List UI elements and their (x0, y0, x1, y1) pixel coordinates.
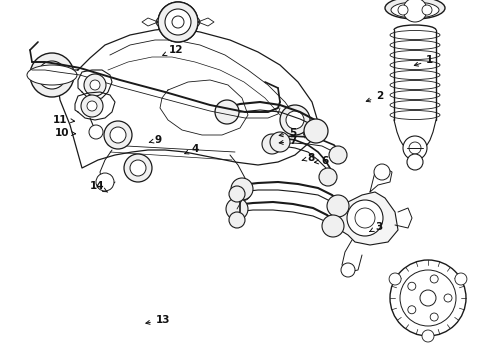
Circle shape (229, 186, 245, 202)
Circle shape (158, 2, 198, 42)
Circle shape (407, 154, 423, 170)
Ellipse shape (27, 65, 77, 85)
Circle shape (130, 160, 146, 176)
Text: 3: 3 (370, 222, 383, 232)
Circle shape (408, 282, 416, 290)
Circle shape (110, 127, 126, 143)
Text: 12: 12 (163, 45, 184, 56)
Circle shape (226, 198, 248, 220)
Circle shape (398, 5, 408, 15)
Circle shape (400, 270, 456, 326)
Circle shape (408, 306, 416, 314)
Text: 6: 6 (315, 156, 329, 166)
Circle shape (430, 313, 438, 321)
Circle shape (444, 294, 452, 302)
Circle shape (84, 74, 106, 96)
Ellipse shape (156, 13, 200, 31)
Text: 8: 8 (302, 153, 315, 163)
Circle shape (422, 5, 432, 15)
Circle shape (286, 111, 304, 129)
Polygon shape (335, 192, 398, 245)
Ellipse shape (391, 2, 439, 18)
Circle shape (124, 154, 152, 182)
Circle shape (104, 121, 132, 149)
Circle shape (229, 212, 245, 228)
Circle shape (38, 61, 66, 89)
Circle shape (96, 173, 114, 191)
Circle shape (409, 142, 421, 154)
Circle shape (87, 101, 97, 111)
Circle shape (403, 0, 427, 22)
Circle shape (262, 134, 282, 154)
Circle shape (389, 273, 401, 285)
Circle shape (327, 195, 349, 217)
Circle shape (270, 132, 290, 152)
Circle shape (81, 95, 103, 117)
Text: 1: 1 (415, 55, 434, 66)
Circle shape (304, 119, 328, 143)
Circle shape (403, 136, 427, 160)
Circle shape (231, 178, 253, 200)
Circle shape (355, 208, 375, 228)
Circle shape (172, 16, 184, 28)
Circle shape (322, 215, 344, 237)
Circle shape (233, 183, 251, 201)
Circle shape (30, 53, 74, 97)
Circle shape (215, 100, 239, 124)
Circle shape (341, 263, 355, 277)
Text: 10: 10 (55, 128, 75, 138)
Circle shape (430, 275, 438, 283)
Text: 7: 7 (279, 136, 296, 147)
Circle shape (420, 290, 436, 306)
Text: 4: 4 (185, 144, 198, 154)
Circle shape (165, 9, 191, 35)
Circle shape (165, 9, 191, 35)
Circle shape (280, 105, 310, 135)
Circle shape (89, 125, 103, 139)
Circle shape (319, 168, 337, 186)
Circle shape (158, 2, 198, 42)
Circle shape (172, 16, 184, 28)
Circle shape (90, 80, 100, 90)
Text: 13: 13 (146, 315, 171, 325)
Text: 2: 2 (366, 91, 384, 102)
Circle shape (329, 146, 347, 164)
Circle shape (390, 260, 466, 336)
Circle shape (374, 164, 390, 180)
Circle shape (46, 69, 58, 81)
Ellipse shape (385, 0, 445, 19)
Text: 14: 14 (90, 181, 108, 192)
Circle shape (422, 330, 434, 342)
Circle shape (347, 200, 383, 236)
Text: 11: 11 (53, 114, 74, 125)
Text: 9: 9 (149, 135, 162, 145)
Text: 5: 5 (279, 128, 296, 138)
Circle shape (455, 273, 467, 285)
